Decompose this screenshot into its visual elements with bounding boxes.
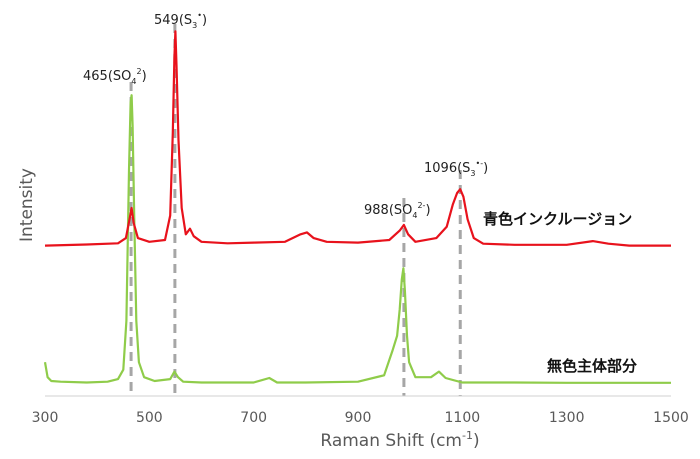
peak-annotation-465: 465(SO42) <box>83 67 147 86</box>
peak-annotation-988: 988(SO42-) <box>364 201 431 220</box>
series-line-blue-inclusion <box>44 30 671 247</box>
series-line-colorless-main <box>43 94 671 384</box>
x-tick-label-900: 900 <box>345 410 372 426</box>
peak-annotation-1096: 1096(S3•-) <box>424 159 488 178</box>
series-lines <box>43 30 671 384</box>
x-tick-label-700: 700 <box>240 410 267 426</box>
peak-annotation-549: 549(S3•) <box>154 11 207 30</box>
x-tick-label-1500: 1500 <box>653 410 689 426</box>
y-axis-title: Intensity <box>17 168 37 242</box>
series-label-colorless-main: 無色主体部分 <box>547 357 637 375</box>
x-axis-title: Raman Shift (cm-1) <box>320 429 479 451</box>
x-tick-label-1100: 1100 <box>445 410 481 426</box>
peak-annotations: 465(SO42) 549(S3•) 988(SO42-) 1096(S3•-) <box>83 11 488 220</box>
x-tick-label-300: 300 <box>32 410 59 426</box>
series-label-blue-inclusion: 青色インクルージョン <box>483 210 632 228</box>
x-axis-ticks: 300 500 700 900 1100 1300 1500 <box>32 410 689 426</box>
x-tick-label-1300: 1300 <box>549 410 585 426</box>
x-tick-label-500: 500 <box>136 410 163 426</box>
